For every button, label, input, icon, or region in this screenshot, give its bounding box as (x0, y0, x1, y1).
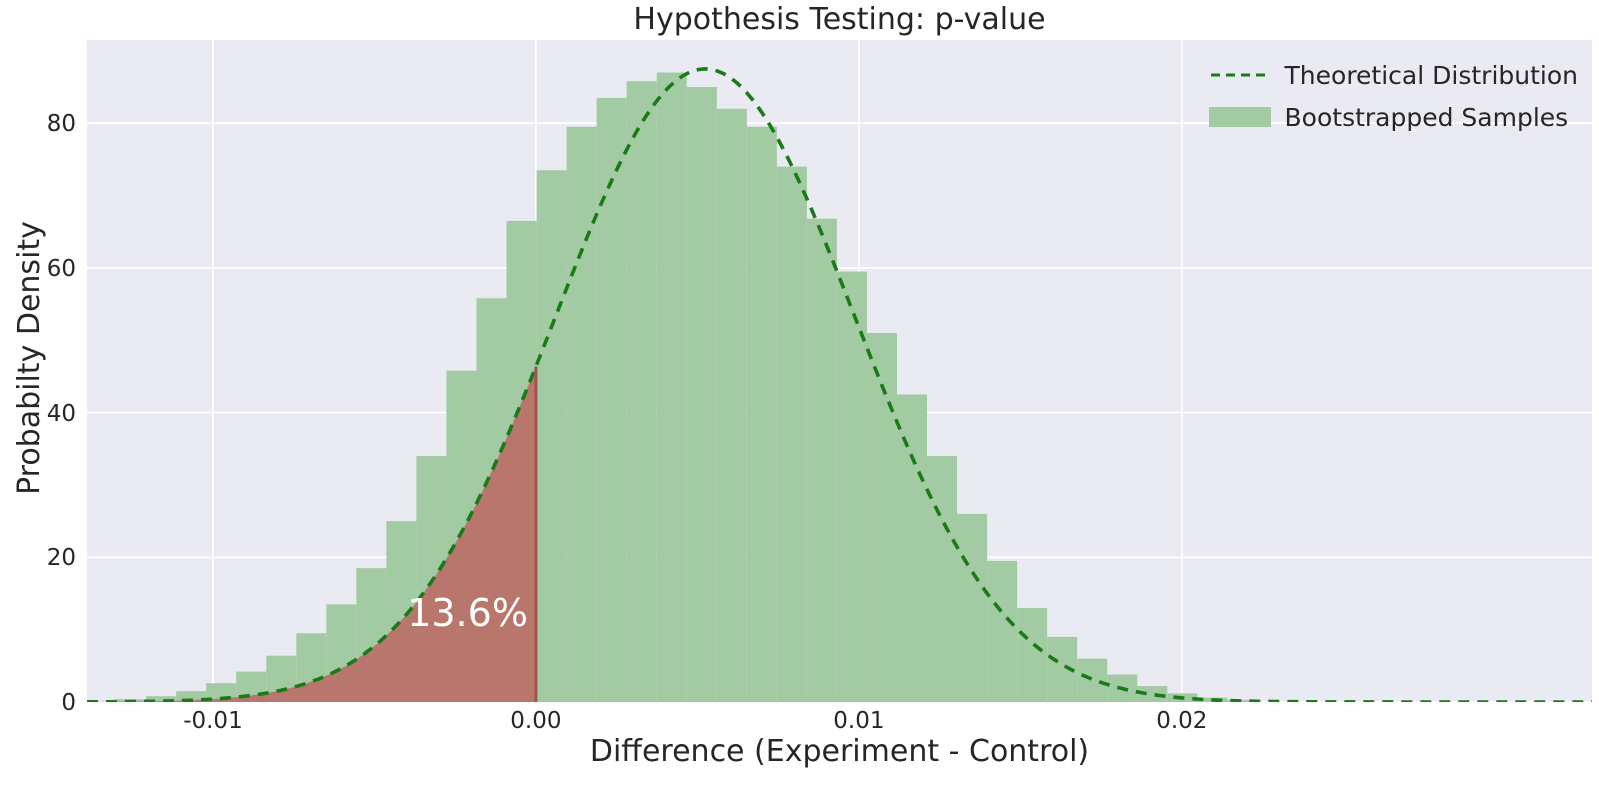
legend-patch-icon (1208, 106, 1271, 128)
x-axis-label: Difference (Experiment - Control) (589, 734, 1090, 769)
legend-label-theoretical: Theoretical Distribution (1284, 60, 1578, 90)
legend-item-theoretical: Theoretical Distribution (1209, 58, 1578, 92)
legend-dashed-line-icon (1209, 64, 1271, 86)
y-tick-label: 80 (46, 111, 76, 138)
legend-item-bootstrapped: Bootstrapped Samples (1208, 100, 1578, 134)
chart-legend: Theoretical Distribution Bootstrapped Sa… (1208, 58, 1578, 134)
x-tick-label: 0.00 (510, 708, 562, 734)
chart-title: Hypothesis Testing: p-value (633, 2, 1046, 37)
p-value-annotation: 13.6% (407, 590, 528, 635)
y-axis-label: Probabilty Density (12, 221, 47, 495)
theoretical-distribution-curve (87, 67, 1592, 702)
y-tick-label: 20 (46, 545, 76, 572)
y-tick-label: 0 (61, 690, 76, 716)
plot-svg (87, 40, 1592, 702)
x-tick-label: -0.01 (183, 708, 243, 734)
p-value-shaded-region (87, 366, 536, 702)
legend-label-bootstrapped: Bootstrapped Samples (1284, 102, 1569, 132)
y-tick-label: 40 (46, 400, 76, 427)
plot-area: 13.6% Theoretical Distribution Bootstrap… (87, 40, 1592, 702)
y-tick-label: 60 (46, 255, 76, 282)
x-tick-label: 0.01 (833, 708, 885, 734)
x-tick-label: 0.02 (1156, 708, 1208, 734)
histogram-bars (116, 72, 1258, 702)
